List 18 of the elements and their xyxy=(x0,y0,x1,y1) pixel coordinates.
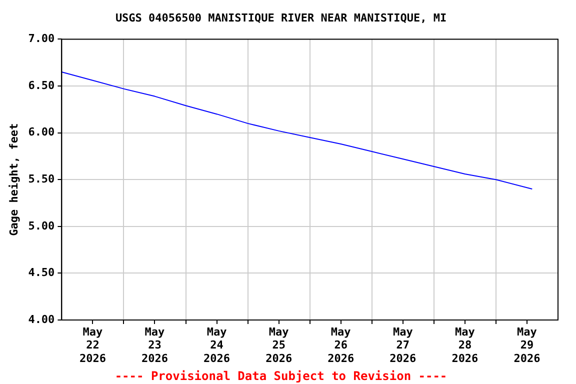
y-tick-label: 4.00 xyxy=(28,312,55,326)
y-tick-label: 5.00 xyxy=(28,219,55,232)
x-tick-label: May 25 2026 xyxy=(266,325,292,365)
y-tick-label: 4.50 xyxy=(28,266,55,280)
chart-title: USGS 04056500 MANISTIQUE RIVER NEAR MANISTIQUE, MI xyxy=(115,11,447,24)
x-tick-label: May 29 2026 xyxy=(514,325,541,365)
x-tick-label: May 26 2026 xyxy=(328,325,354,365)
y-tick-label: 7.00 xyxy=(28,32,55,46)
y-tick-label: 5.50 xyxy=(28,172,55,186)
y-axis-title: Gage height, feet xyxy=(7,123,20,236)
x-tick-label: May 23 2026 xyxy=(142,325,168,365)
text: ---- Provisional Data Subject to Revision ---- xyxy=(114,368,448,383)
y-tick-label: 6.50 xyxy=(28,78,55,92)
x-tick-label: May 27 2026 xyxy=(390,325,417,365)
x-tick-label: May 22 2026 xyxy=(79,325,106,365)
x-tick-label: May 24 2026 xyxy=(204,325,230,365)
y-tick-label: 6.00 xyxy=(28,126,55,139)
x-tick-label: May 28 2026 xyxy=(452,325,479,365)
